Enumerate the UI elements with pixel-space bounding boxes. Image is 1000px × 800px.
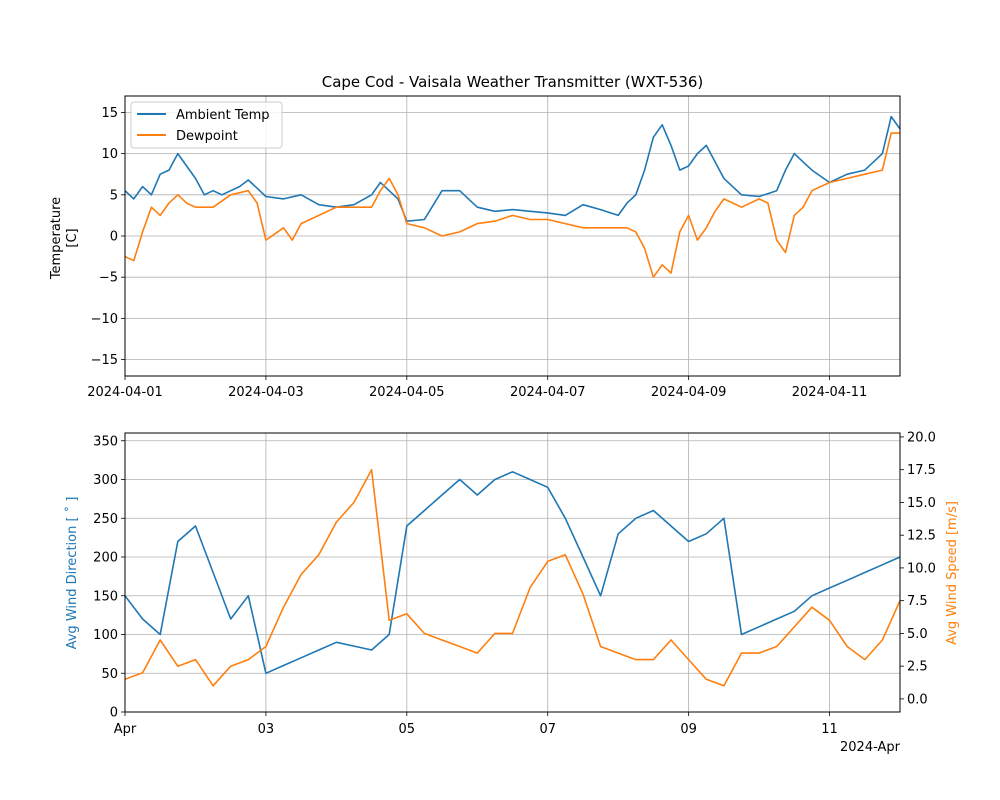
- temperature-ytick-label: −10: [91, 312, 118, 327]
- temperature-ytick-label: 15: [101, 106, 118, 121]
- legend-label-ambient-temp: Ambient Temp: [176, 108, 270, 123]
- chart-title: Cape Cod - Vaisala Weather Transmitter (…: [322, 73, 704, 91]
- wind-direction-ytick-label: 250: [93, 512, 118, 527]
- x-offset-label: 2024-Apr: [840, 740, 901, 755]
- temperature-ytick-label: −15: [91, 353, 118, 368]
- temperature-ytick-label: −5: [99, 271, 118, 286]
- wind-direction-ytick-label: 350: [93, 434, 118, 449]
- wind-ticks: Apr 03 05 07 09 11 0 50 100 150 200 250 300 350 0.0 2.5…: [93, 430, 936, 737]
- wind-direction-ytick-label: 100: [93, 628, 118, 643]
- wind-direction-line: [124, 470, 901, 675]
- temperature-ytick-label: 5: [110, 188, 118, 203]
- wind-speed-ytick-label: 5.0: [907, 627, 928, 642]
- wind-direction-ytick-label: 200: [93, 551, 118, 566]
- wind-speed-ytick-label: 7.5: [907, 594, 928, 609]
- wind-speed-ylabel: Avg Wind Speed [m/s]: [945, 501, 960, 645]
- temperature-xtick-label: 2024-04-07: [510, 385, 586, 400]
- wind-lines: [124, 468, 901, 687]
- wind-direction-ylabel: Avg Wind Direction [ ˚ ]: [64, 497, 80, 650]
- wind-speed-ytick-label: 2.5: [907, 660, 928, 675]
- wind-speed-ytick-label: 17.5: [907, 463, 936, 478]
- wind-xtick-label: 03: [258, 722, 275, 737]
- wind-xtick-label: 11: [821, 722, 838, 737]
- wind-speed-ytick-label: 15.0: [907, 496, 936, 511]
- temperature-xtick-label: 2024-04-03: [228, 385, 304, 400]
- wind-xtick-label: Apr: [114, 722, 137, 737]
- legend-label-dewpoint: Dewpoint: [176, 129, 238, 144]
- temperature-ytick-label: 0: [110, 230, 118, 245]
- wind-speed-ytick-label: 0.0: [907, 692, 928, 707]
- temperature-xtick-label: 2024-04-01: [87, 385, 163, 400]
- wind-direction-ytick-label: 50: [101, 667, 118, 682]
- legend-box: [130, 101, 283, 149]
- temperature-xtick-label: 2024-04-09: [651, 385, 727, 400]
- temperature-lines: [124, 115, 901, 279]
- wind-speed-ytick-label: 20.0: [907, 430, 936, 445]
- wind-speed-ytick-label: 10.0: [907, 561, 936, 576]
- wind-speed-ytick-label: 12.5: [907, 529, 936, 544]
- wind-grid: [124, 433, 900, 713]
- wind-direction-ytick-label: 300: [93, 473, 118, 488]
- dewpoint-line: [124, 132, 900, 279]
- temperature-xtick-label: 2024-04-05: [369, 385, 445, 400]
- temperature-xtick-label: 2024-04-11: [792, 385, 868, 400]
- ambient-temp-line: [124, 115, 901, 222]
- temperature-ytick-label: 10: [101, 147, 118, 162]
- wind-direction-ytick-label: 150: [93, 589, 118, 604]
- wind-xtick-label: 05: [399, 722, 416, 737]
- wind-direction-ytick-label: 0: [110, 706, 118, 721]
- wind-speed-line: [124, 468, 901, 687]
- wind-xtick-label: 07: [539, 722, 556, 737]
- temperature-legend: Ambient Temp Dewpoint: [130, 101, 283, 149]
- wind-xtick-label: 09: [680, 722, 697, 737]
- temperature-ticks: 2024-04-01 2024-04-03 2024-04-05 2024-04-07…: [87, 106, 867, 400]
- temperature-ylabel-line1: Temperature: [49, 197, 64, 280]
- temperature-ylabel-line2: [C]: [65, 228, 80, 247]
- wind-axes-frame: [124, 432, 901, 713]
